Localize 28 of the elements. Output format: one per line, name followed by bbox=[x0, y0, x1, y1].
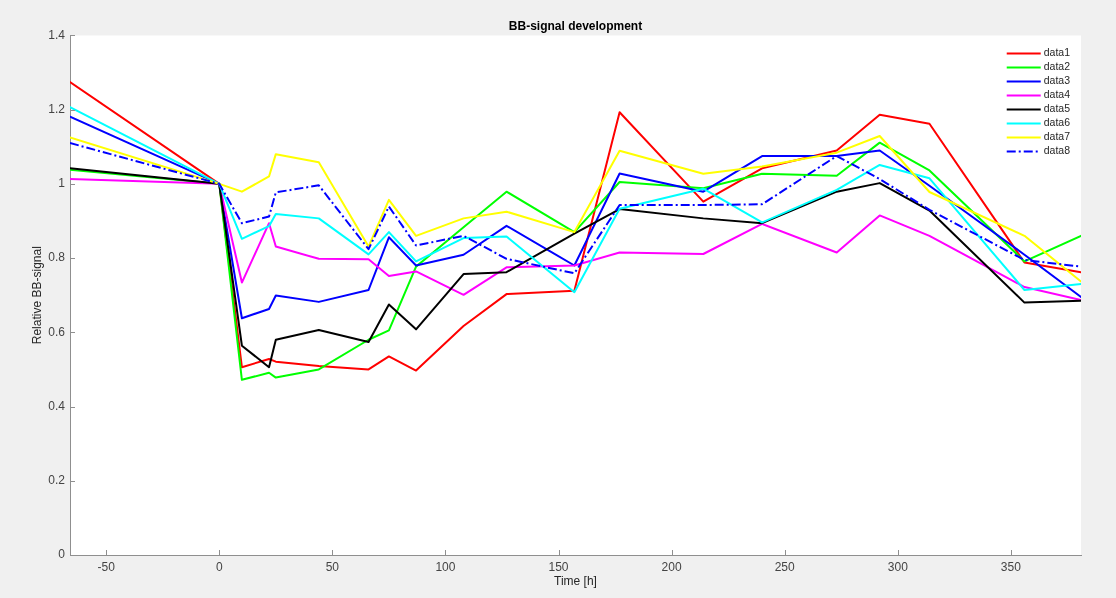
y-tick-label: 0.4 bbox=[48, 398, 66, 413]
x-tick-label: 50 bbox=[325, 559, 340, 574]
legend-label: data3 bbox=[1043, 74, 1071, 87]
legend-label: data7 bbox=[1043, 130, 1071, 143]
y-tick-label: 1.2 bbox=[48, 101, 66, 116]
y-tick-label: 0.6 bbox=[48, 324, 66, 339]
x-tick-label: -50 bbox=[97, 559, 116, 574]
legend-label: data1 bbox=[1043, 46, 1071, 59]
legend-label: data8 bbox=[1043, 144, 1071, 157]
x-tick-label: 150 bbox=[548, 559, 569, 574]
legend-label: data4 bbox=[1043, 88, 1071, 101]
legend-label: data5 bbox=[1043, 102, 1071, 115]
chart-title: BB-signal development bbox=[508, 18, 643, 33]
x-tick-label: 100 bbox=[435, 559, 456, 574]
x-tick-label: 350 bbox=[1000, 559, 1022, 574]
y-tick-label: 0.2 bbox=[48, 473, 66, 488]
y-tick-label: 1 bbox=[58, 176, 66, 191]
x-axis-title: Time [h] bbox=[554, 574, 597, 589]
y-axis-title: Relative BB-signal bbox=[29, 246, 44, 345]
y-tick-label: 1.4 bbox=[48, 27, 66, 42]
y-tick-label: 0 bbox=[58, 547, 66, 562]
x-tick-label: 250 bbox=[774, 559, 796, 574]
x-tick-label: 300 bbox=[887, 559, 909, 574]
x-tick-label: 200 bbox=[661, 559, 682, 574]
legend-label: data6 bbox=[1043, 116, 1071, 129]
legend-label: data2 bbox=[1043, 60, 1071, 73]
x-tick-label: 0 bbox=[215, 559, 223, 574]
y-tick-label: 0.8 bbox=[48, 250, 66, 265]
